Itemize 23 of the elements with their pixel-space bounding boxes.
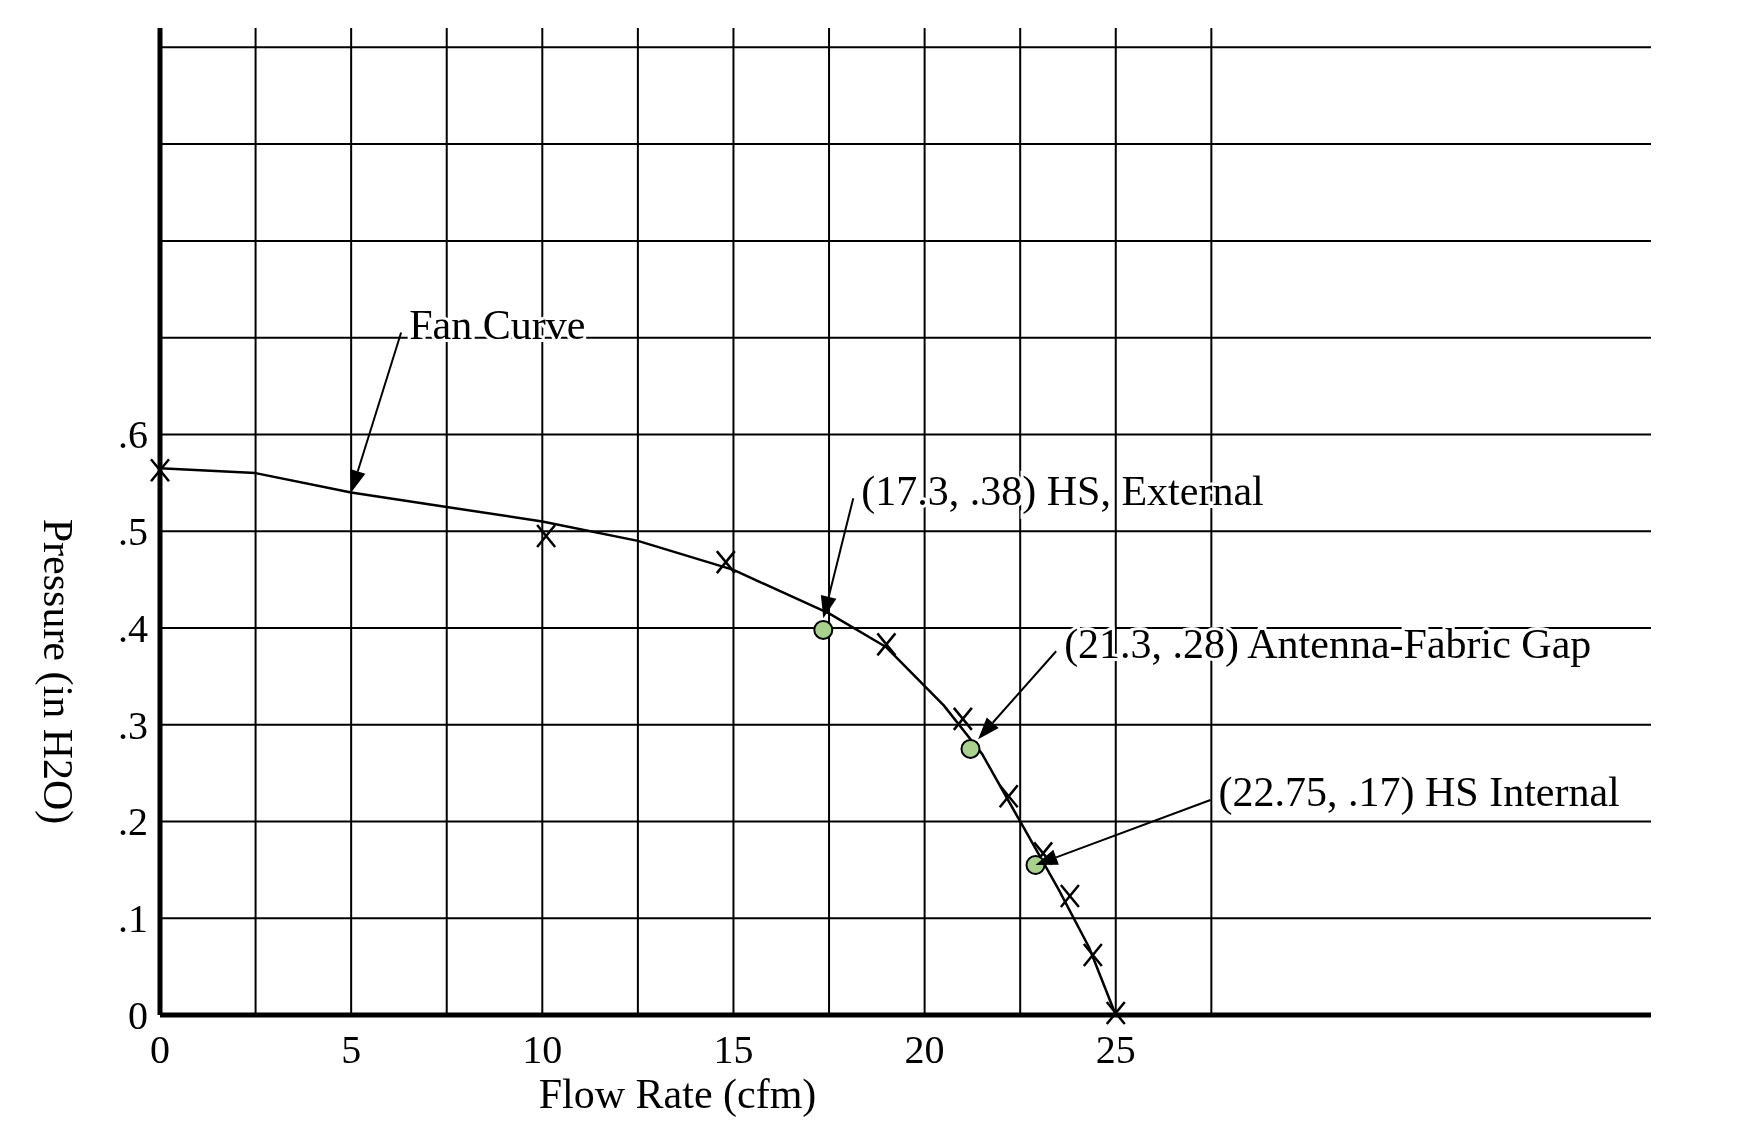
y-tick-label: 0 xyxy=(128,993,148,1038)
point xyxy=(1059,883,1081,909)
y-tick-label: .4 xyxy=(118,605,148,651)
annotation: (22.75, .17) HS Internal xyxy=(1218,769,1620,817)
x-tick-label: 15 xyxy=(713,1027,754,1072)
y-axis-title: Pressure (in H2O) xyxy=(34,518,81,825)
x-tick-label: 25 xyxy=(1095,1027,1136,1072)
point xyxy=(715,549,737,575)
x-axis-title: Flow Rate (cfm) xyxy=(538,1071,817,1118)
point xyxy=(960,738,981,759)
point xyxy=(1082,942,1104,968)
point xyxy=(952,706,974,732)
x-tick-label: 20 xyxy=(904,1027,945,1072)
y-tick-label: .5 xyxy=(118,509,148,555)
x-tick-label: 10 xyxy=(522,1027,563,1072)
point xyxy=(813,619,834,640)
point xyxy=(998,784,1019,809)
point xyxy=(535,523,557,549)
y-tick-label: .6 xyxy=(118,412,148,458)
y-tick-label: .1 xyxy=(118,896,148,942)
x-tick-label: 5 xyxy=(341,1027,362,1072)
y-tick-label: .2 xyxy=(118,799,148,845)
y-tick-label: .3 xyxy=(118,702,148,748)
